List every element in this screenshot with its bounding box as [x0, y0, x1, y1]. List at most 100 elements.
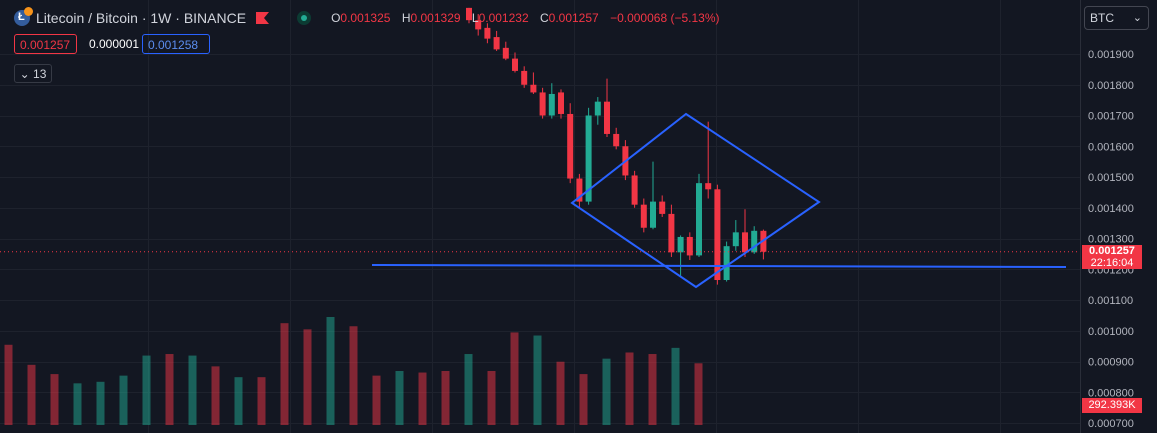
y-tick-label: 0.001700 [1088, 111, 1134, 123]
market-status-icon[interactable] [297, 11, 312, 25]
candle [668, 204, 675, 257]
volume-bar [4, 344, 13, 425]
candle [650, 161, 656, 230]
volume-bar [395, 371, 404, 425]
candle [714, 184, 721, 285]
volume-bar [326, 317, 335, 425]
candle [567, 103, 574, 184]
candle-body [585, 115, 592, 202]
candle-body [521, 70, 528, 85]
volume-bar [694, 363, 703, 425]
candle [530, 72, 537, 94]
chevron-down-icon: ⌄ [1132, 12, 1142, 24]
volume-bar [73, 383, 82, 425]
candle [723, 241, 730, 282]
volume-bar [234, 377, 243, 425]
candle [640, 198, 647, 233]
sell-button[interactable]: 0.001257 [14, 34, 77, 54]
candle-body [650, 201, 656, 228]
candle-body [668, 213, 675, 253]
candle [594, 97, 601, 125]
candle-body [714, 189, 721, 281]
candle [613, 127, 620, 150]
candle-body [705, 183, 712, 190]
candle-body [723, 246, 730, 281]
candle-body [502, 47, 509, 59]
chevron-down-icon: ⌄ [19, 67, 30, 81]
volume-bar [418, 372, 427, 425]
candle [742, 209, 748, 257]
drawing-layer [371, 112, 1067, 289]
candle-body [466, 7, 472, 21]
candle-body [576, 178, 583, 202]
candle [484, 23, 491, 44]
volume-bar [671, 347, 680, 425]
candle [751, 226, 758, 254]
currency-label: BTC [1090, 11, 1114, 25]
y-tick-label: 0.001800 [1088, 80, 1134, 92]
candle [466, 7, 472, 24]
bar-countdown: 22:16:04 [1090, 256, 1134, 269]
diamond-drawing[interactable] [570, 112, 821, 289]
candle [475, 14, 482, 36]
candle-body [659, 201, 666, 214]
volume-bar [648, 354, 657, 425]
candle-body [530, 84, 537, 93]
volume-bar [50, 374, 59, 425]
candle [493, 30, 500, 51]
currency-select[interactable]: BTC ⌄ [1084, 6, 1149, 30]
volume-bar [257, 377, 266, 425]
candle [512, 52, 518, 73]
candle-body [548, 93, 555, 116]
volume-bar [96, 381, 105, 425]
volume-bar [280, 323, 289, 425]
candle-body [558, 92, 564, 114]
candle [604, 78, 610, 138]
last-price-label: 0.001257 22:16:04 [1082, 244, 1142, 269]
buy-button[interactable]: 0.001258 [142, 34, 210, 54]
candle [631, 170, 638, 208]
litecoin-bitcoin-logo-icon: Ł [14, 7, 33, 26]
ohlc-values: O0.001325 H0.001329 L0.001232 C0.001257 … [331, 11, 720, 25]
candle [686, 232, 693, 261]
volume-bar [464, 354, 473, 425]
candle-body [493, 37, 500, 50]
candle-body [677, 236, 684, 253]
y-tick-label: 0.001900 [1088, 49, 1134, 61]
candle-body [539, 92, 546, 116]
y-tick-label: 0.001100 [1088, 295, 1133, 307]
candle-body [732, 232, 739, 247]
indicators-count: 13 [33, 67, 47, 81]
volume-bar [510, 332, 519, 425]
volume-bar [303, 329, 312, 425]
y-tick-label: 0.001600 [1088, 141, 1134, 153]
candle-body [751, 230, 758, 253]
volume-bar [556, 361, 565, 425]
flag-icon[interactable] [256, 12, 270, 24]
candle [677, 235, 684, 277]
y-tick-label: 0.000700 [1088, 418, 1134, 430]
volume-bar [211, 366, 220, 425]
symbol-title[interactable]: Litecoin / Bitcoin · 1W · BINANCE [36, 10, 247, 26]
volume-bars [4, 317, 703, 425]
y-tick-label: 0.001000 [1088, 326, 1134, 338]
candle-body [484, 27, 491, 39]
candle [760, 229, 767, 260]
candle [558, 89, 564, 119]
support-line-drawing[interactable] [371, 264, 1067, 268]
candle [502, 41, 509, 61]
candle [585, 107, 592, 205]
candle [696, 173, 702, 257]
candlestick-series [466, 7, 767, 285]
volume-bar [579, 374, 588, 425]
volume-bar [188, 355, 197, 425]
volume-bar [165, 354, 174, 425]
volume-bar [487, 371, 496, 425]
indicators-toggle[interactable]: ⌄ 13 [14, 64, 52, 83]
volume-label: 292.393K [1082, 398, 1142, 413]
volume-bar [533, 335, 542, 425]
y-tick-label: 0.001300 [1088, 234, 1134, 246]
spread-value: 0.000001 [89, 37, 140, 51]
candle-body [696, 183, 702, 256]
